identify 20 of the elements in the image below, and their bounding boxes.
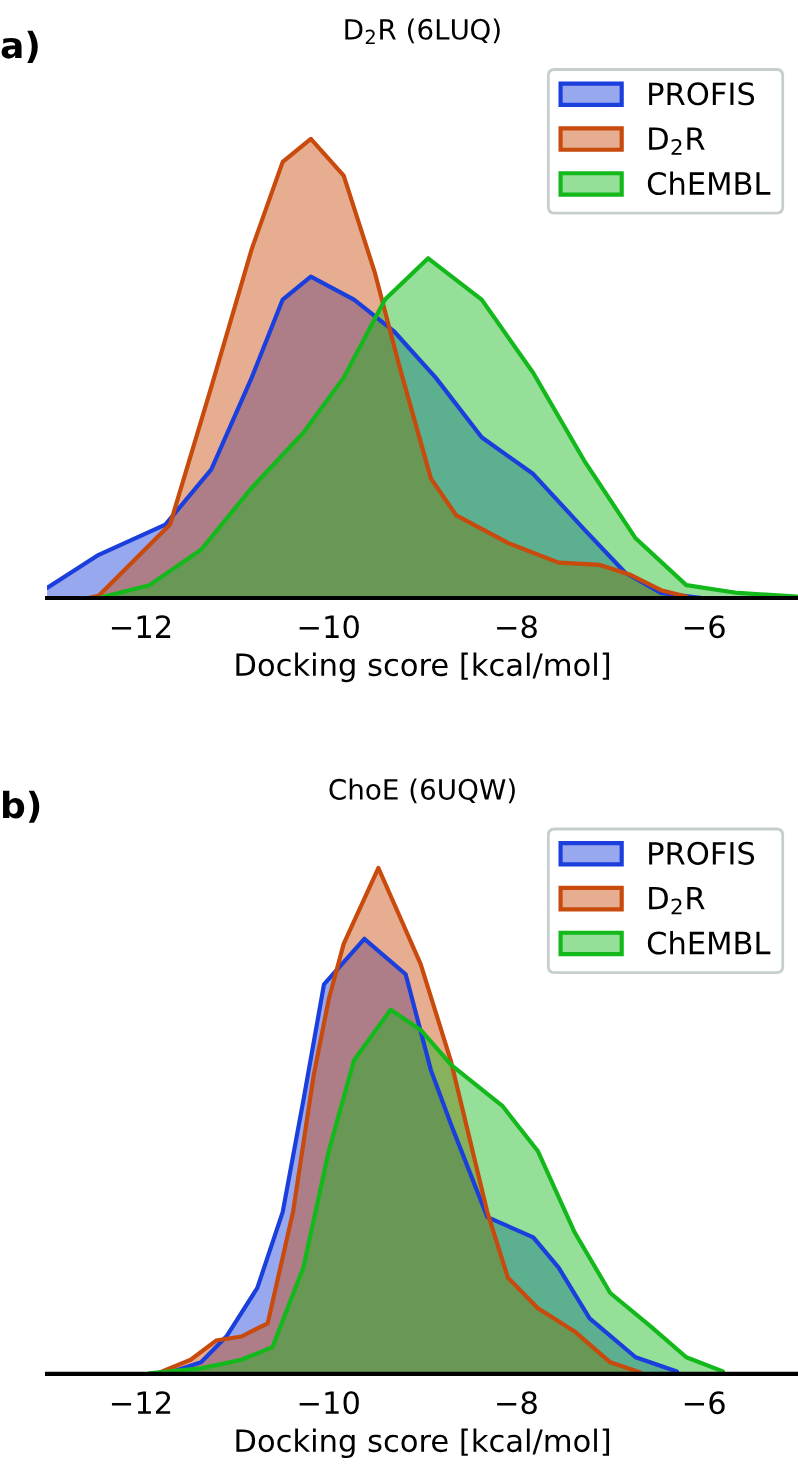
legend-label: PROFIS	[649, 82, 755, 106]
x-tick-label: −10	[299, 615, 359, 639]
legend-label: D$_{2}$R	[649, 886, 705, 915]
x-tick-label: −12	[111, 615, 171, 638]
x-axis-title: Docking score [kcal/mol]	[236, 652, 610, 683]
chart-title: D$_{2}$R (6LUQ)	[345, 18, 500, 45]
x-tick-label: −8	[497, 1391, 537, 1415]
x-tick-label: −12	[111, 1391, 171, 1414]
text: b)	[3, 790, 40, 823]
x-axis-title: Docking score [kcal/mol]	[236, 1428, 610, 1459]
legend-label: ChEMBL	[647, 930, 771, 955]
legend-label: PROFIS	[649, 841, 755, 865]
x-tick-label: −6	[684, 615, 725, 639]
chart-title: ChoE (6UQW)	[329, 778, 515, 804]
legend-label: ChEMBL	[647, 171, 771, 196]
x-tick-label: −8	[497, 615, 537, 639]
x-tick-label: −6	[684, 1391, 725, 1415]
text: a)	[1, 30, 38, 63]
legend-label: D$_{2}$R	[649, 127, 705, 155]
x-tick-label: −10	[299, 1391, 359, 1415]
